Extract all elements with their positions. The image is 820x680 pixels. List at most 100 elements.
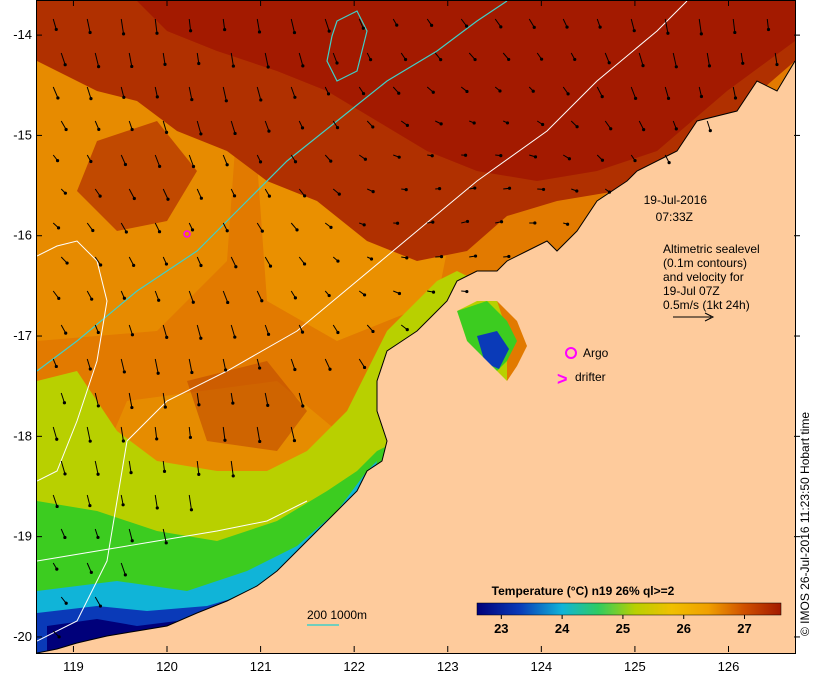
velocity-vector-head (62, 401, 67, 405)
velocity-vector (162, 324, 168, 338)
velocity-vector (358, 358, 365, 368)
velocity-vector (120, 222, 127, 233)
velocity-vector-head (158, 164, 162, 169)
velocity-vector-head (223, 27, 227, 32)
velocity-vector-head (395, 23, 399, 27)
velocity-vector-head (533, 221, 537, 225)
velocity-vector-head (225, 163, 229, 167)
velocity-vector-head (465, 89, 469, 94)
velocity-vector-head (91, 228, 95, 233)
colorbar-tick-label: 26 (676, 621, 690, 636)
velocity-vector (162, 528, 167, 543)
velocity-vector (766, 18, 769, 30)
velocity-vector-head (472, 121, 476, 125)
velocity-vector (60, 392, 65, 403)
velocity-vector-head (303, 194, 307, 198)
velocity-vector-head (121, 503, 125, 507)
velocity-vector-head (132, 196, 136, 201)
velocity-vector-head (293, 160, 298, 164)
timestamp: © IMOS 26-Jul-2016 11:23:50 Hobart time (798, 411, 812, 636)
velocity-vector-head (199, 196, 203, 200)
velocity-vector (188, 494, 192, 510)
velocity-vector-head (641, 64, 645, 68)
velocity-vector-head (231, 64, 235, 68)
velocity-vector-head (293, 296, 298, 300)
velocity-vector-head (64, 331, 68, 335)
velocity-vector-head (741, 61, 745, 65)
isobath-loop (326, 10, 368, 82)
velocity-vector (128, 528, 133, 541)
velocity-vector-head (266, 403, 270, 408)
velocity-vector (256, 426, 261, 442)
velocity-vector (154, 154, 161, 167)
velocity-vector-head (473, 254, 478, 258)
velocity-vectors (52, 18, 779, 639)
velocity-vector-head (301, 404, 305, 408)
velocity-vector-head (267, 129, 271, 133)
velocity-vector (94, 460, 99, 475)
velocity-vector-head (397, 91, 401, 95)
velocity-vector (222, 426, 226, 441)
velocity-vector-head (371, 125, 375, 129)
velocity-vector-head (361, 91, 366, 96)
land (37, 61, 795, 653)
velocity-vector-head (439, 254, 444, 259)
velocity-vector-head (439, 122, 443, 126)
velocity-vector-head (55, 437, 59, 441)
velocity-vector-head (122, 95, 126, 99)
velocity-vector-head (155, 437, 159, 441)
isobath-200m (37, 1, 688, 642)
velocity-vector (222, 358, 227, 371)
velocity-vector-head (369, 257, 374, 261)
velocity-vector-head (633, 158, 637, 163)
velocity-vector (52, 18, 57, 30)
velocity-vector-head (231, 474, 235, 478)
velocity-vector (188, 290, 194, 303)
velocity-vector-head (598, 25, 602, 29)
velocity-vector (154, 494, 158, 509)
lon-tick-label: 123 (437, 659, 459, 674)
velocity-vector-head (362, 223, 366, 227)
velocity-vector-head (191, 164, 196, 169)
velocity-vector-head (55, 504, 59, 509)
velocity-vector-head (404, 188, 408, 192)
velocity-vector-head (266, 332, 271, 336)
velocity-vector-head (397, 155, 401, 159)
velocity-vector (86, 494, 91, 506)
velocity-vector-head (258, 439, 262, 444)
velocity-vector-head (190, 228, 195, 232)
velocity-vector (188, 154, 194, 167)
velocity-vector-head (439, 58, 443, 62)
velocity-vector-head (336, 259, 340, 263)
velocity-vector-head (54, 27, 58, 32)
velocity-vector (52, 86, 59, 99)
lon-tick-label: 119 (63, 659, 84, 674)
velocity-vector (698, 18, 702, 34)
velocity-vector (264, 324, 270, 335)
velocity-vector-head (88, 503, 92, 508)
velocity-vector (264, 256, 271, 267)
lat-tick-label: -17 (13, 328, 32, 343)
velocity-vector (290, 426, 295, 441)
velocity-vector-head (405, 256, 409, 260)
velocity-vector-head (122, 370, 126, 374)
velocity-vector-head (362, 293, 367, 297)
velocity-vector-head (188, 435, 193, 440)
sst-warm-patch-west (77, 121, 197, 231)
velocity-vector (264, 52, 269, 68)
argo-legend-label: Argo (583, 346, 609, 360)
velocity-vector-head (431, 90, 435, 94)
velocity-vector-head (155, 31, 159, 35)
velocity-vector-head (293, 95, 297, 99)
velocity-vector-head (129, 471, 133, 475)
velocity-vector-head (55, 158, 60, 163)
lon-tick-label: 124 (530, 659, 552, 674)
velocity-vector-head (666, 96, 671, 100)
velocity-vector-head (371, 329, 375, 334)
velocity-vector (358, 18, 364, 29)
velocity-vector (664, 18, 669, 34)
sealevel-contour-west (37, 240, 108, 482)
velocity-vector (162, 392, 166, 408)
velocity-vector (264, 392, 269, 406)
velocity-vector (128, 460, 132, 473)
